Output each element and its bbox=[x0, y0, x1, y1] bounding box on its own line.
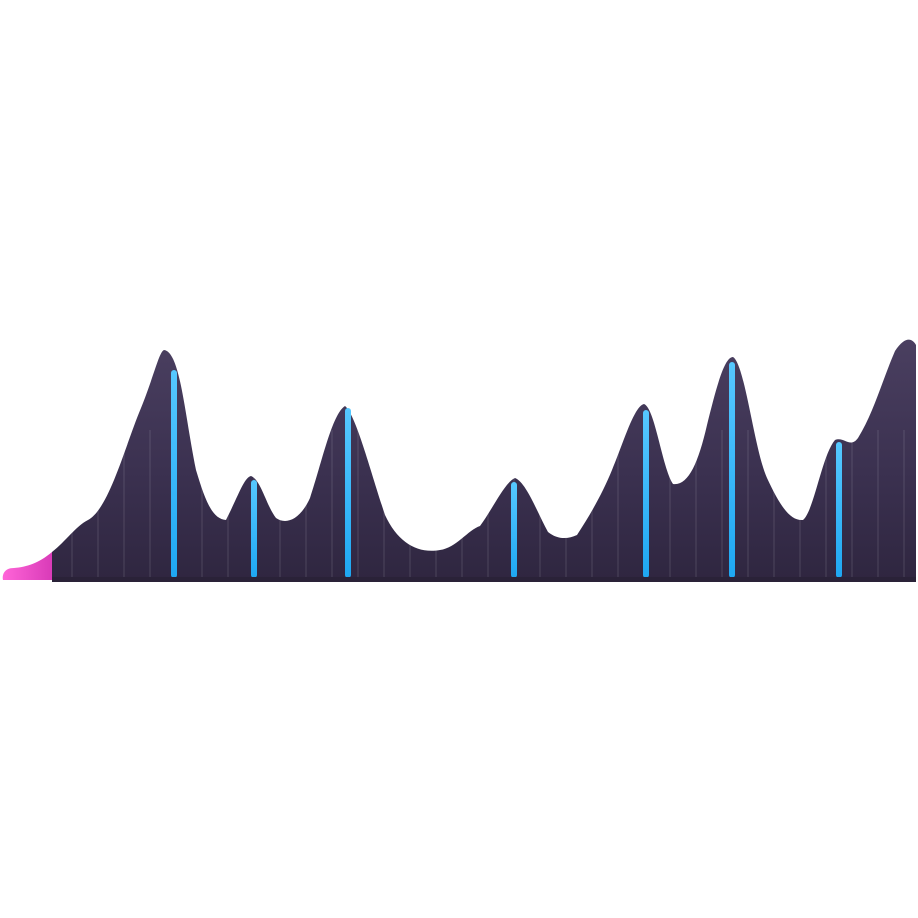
waveform-peak-marker bbox=[251, 480, 257, 578]
waveform-peak-marker bbox=[729, 362, 735, 578]
waveform-peak-marker bbox=[643, 410, 649, 578]
waveform-peak-marker bbox=[171, 370, 177, 578]
pink-waveform-start bbox=[2, 552, 52, 580]
waveform-peak-marker bbox=[511, 482, 517, 578]
waveform-peak-marker bbox=[345, 408, 351, 578]
waveform-peak-marker bbox=[836, 442, 842, 578]
waveform-markers bbox=[171, 362, 842, 578]
baseline-shadow bbox=[52, 577, 916, 582]
waveform-silhouette bbox=[52, 339, 916, 580]
